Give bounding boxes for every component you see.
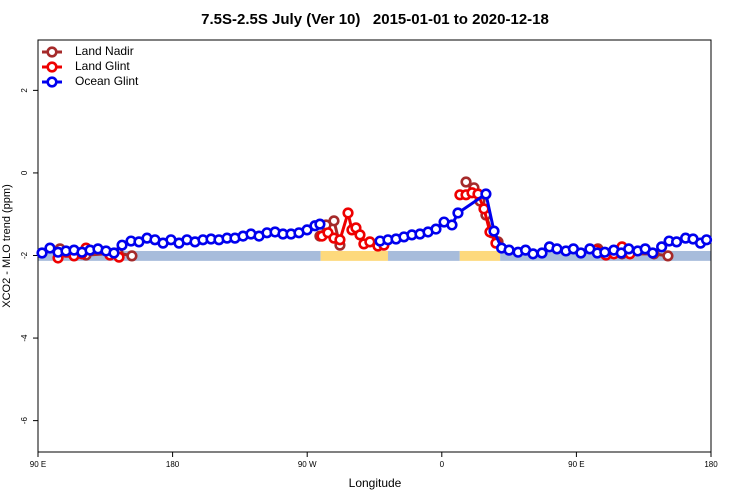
surface-band — [38, 250, 321, 261]
x-tick-label: 90 E — [30, 460, 46, 469]
y-axis-label: XCO2 - MLO trend (ppm) — [1, 184, 13, 307]
x-tick-label: 180 — [704, 460, 718, 469]
data-point — [527, 248, 539, 260]
surface-band — [320, 250, 388, 261]
y-tick-label: -6 — [20, 417, 29, 425]
data-point — [116, 239, 128, 251]
data-point — [314, 218, 326, 230]
data-point — [551, 243, 563, 255]
data-point — [342, 207, 354, 219]
data-point — [334, 234, 346, 246]
data-point — [452, 207, 464, 219]
legend-swatch — [46, 46, 58, 58]
data-point — [126, 250, 138, 262]
x-axis-label: Longitude — [349, 476, 402, 490]
data-point — [503, 244, 515, 256]
legend-swatch — [46, 61, 58, 73]
legend-swatch — [46, 76, 58, 88]
legend-label: Ocean Glint — [75, 74, 139, 88]
data-point — [599, 246, 611, 258]
data-point — [575, 247, 587, 259]
data-point — [430, 223, 442, 235]
data-point — [460, 176, 472, 188]
data-point — [647, 247, 659, 259]
data-point — [446, 219, 458, 231]
data-point — [328, 215, 340, 227]
x-tick-label: 180 — [166, 460, 180, 469]
data-point — [671, 236, 683, 248]
data-point — [700, 234, 713, 246]
data-point — [354, 229, 366, 241]
data-point — [108, 247, 120, 259]
data-point — [662, 250, 674, 262]
chart-title: 7.5S-2.5S July (Ver 10) 2015-01-01 to 20… — [201, 11, 549, 28]
surface-band — [459, 250, 501, 261]
y-tick-label: 0 — [20, 170, 29, 175]
y-tick-label: 2 — [20, 88, 29, 93]
x-tick-label: 90 E — [568, 460, 584, 469]
data-point — [656, 241, 668, 253]
data-point — [36, 247, 48, 259]
plot-frame — [37, 39, 712, 453]
y-tick-label: -4 — [20, 334, 29, 342]
data-point — [488, 225, 500, 237]
x-tick-label: 0 — [440, 460, 445, 469]
x-tick-label: 90 W — [298, 460, 317, 469]
surface-band — [387, 250, 460, 261]
data-point — [623, 243, 635, 255]
legend-label: Land Nadir — [75, 44, 134, 58]
data-point — [480, 188, 492, 200]
legend-label: Land Glint — [75, 59, 130, 73]
data-point — [536, 247, 548, 259]
y-tick-label: -2 — [20, 251, 29, 259]
